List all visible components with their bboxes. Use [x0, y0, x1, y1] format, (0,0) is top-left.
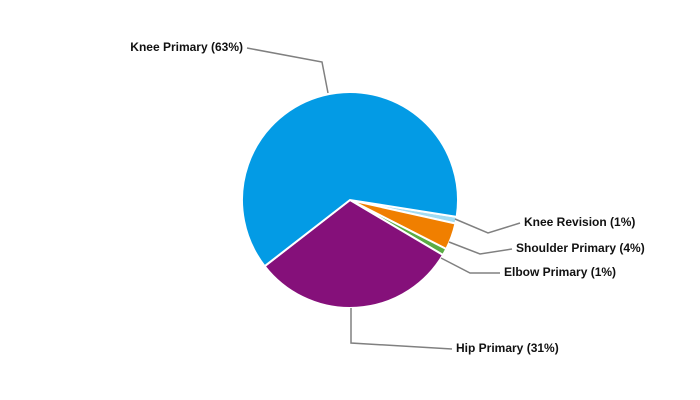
slice-label: Elbow Primary (1%) — [504, 265, 616, 279]
leader-line — [350, 308, 453, 350]
pie-slice — [263, 198, 445, 309]
slice-label: Shoulder Primary (4%) — [516, 241, 645, 255]
leader-line — [454, 218, 521, 234]
slice-label: Knee Primary (63%) — [130, 40, 243, 54]
leader-line — [246, 47, 329, 94]
leader-line — [440, 257, 500, 274]
slice-label: Knee Revision (1%) — [524, 215, 635, 229]
leader-line — [448, 241, 513, 255]
pie-slice — [241, 91, 459, 268]
slice-label: Hip Primary (31%) — [456, 341, 559, 355]
